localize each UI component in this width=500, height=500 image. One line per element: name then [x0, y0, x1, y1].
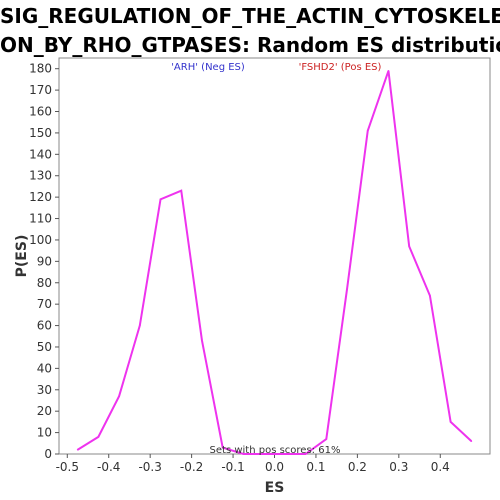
- x-tick-label: 0.0: [265, 460, 284, 474]
- x-tick-label: 0.4: [431, 460, 450, 474]
- y-tick-label: 80: [37, 276, 52, 290]
- series-group: [76, 70, 473, 455]
- data-point: [76, 448, 79, 451]
- x-tick-label: -0.5: [56, 460, 79, 474]
- data-point: [325, 438, 328, 440]
- y-tick-label: 100: [29, 233, 52, 247]
- chart-title: SIG_REGULATION_OF_THE_ACTIN_CYTOSKELET O…: [0, 2, 500, 60]
- neg-es-label: 'ARH' (Neg ES): [171, 62, 245, 73]
- data-point: [201, 339, 203, 342]
- y-tick-label: 10: [37, 426, 52, 440]
- y-tick-label: 40: [37, 361, 52, 375]
- y-tick-label: 70: [37, 297, 52, 311]
- ticks-group: 0 10 20 30 40 50 60 70 80 90 100 110 120 130 140 150 160…: [29, 62, 450, 474]
- y-tick-label: 20: [37, 404, 52, 418]
- plot-frame: [58, 57, 491, 455]
- y-tick-label: 110: [29, 212, 52, 226]
- data-point: [263, 453, 265, 455]
- y-tick-label: 150: [29, 126, 52, 140]
- data-point: [221, 446, 224, 449]
- axes-group: [58, 57, 491, 455]
- data-point: [284, 453, 286, 455]
- data-point: [180, 189, 183, 192]
- data-point: [97, 436, 100, 438]
- data-point: [449, 421, 452, 423]
- x-axis-title: ES: [265, 480, 285, 496]
- y-tick-label: 90: [37, 254, 52, 268]
- x-tick-label: 0.3: [389, 460, 408, 474]
- y-tick-label: 120: [29, 190, 52, 204]
- data-point: [159, 198, 162, 201]
- y-tick-label: 30: [37, 383, 52, 397]
- x-tick-label: -0.1: [221, 460, 244, 474]
- y-tick-label: 180: [29, 62, 52, 76]
- data-point: [470, 440, 473, 442]
- data-point: [429, 294, 431, 297]
- y-tick-label: 60: [37, 319, 52, 333]
- data-point: [408, 245, 410, 248]
- y-tick-label: 50: [37, 340, 52, 354]
- data-point: [366, 129, 369, 132]
- pos-es-label: 'FSHD2' (Pos ES): [299, 62, 382, 73]
- y-tick-label: 130: [29, 169, 52, 183]
- y-tick-label: 0: [44, 447, 52, 461]
- pos-scores-text: Sets with pos scores: 61%: [210, 445, 341, 456]
- x-tick-label: -0.2: [180, 460, 203, 474]
- x-tick-label: -0.4: [97, 460, 120, 474]
- data-point: [139, 324, 141, 327]
- labels-group: ES P(ES) 'ARH' (Neg ES) 'FSHD2' (Pos ES)…: [14, 62, 382, 496]
- y-axis-title: P(ES): [14, 235, 30, 278]
- data-point: [346, 288, 348, 290]
- chart-title-line2: ON_BY_RHO_GTPASES: Random ES distributio…: [0, 33, 500, 57]
- data-point: [304, 453, 307, 455]
- x-tick-label: -0.3: [138, 460, 161, 474]
- series-line-0: [77, 70, 473, 455]
- chart-title-line1: SIG_REGULATION_OF_THE_ACTIN_CYTOSKELET: [0, 4, 500, 28]
- y-tick-label: 170: [29, 83, 52, 97]
- y-tick-label: 140: [29, 147, 52, 161]
- data-point: [387, 70, 390, 72]
- y-tick-label: 160: [29, 105, 52, 119]
- data-point: [118, 395, 120, 398]
- x-tick-label: 0.1: [306, 460, 325, 474]
- data-point: [242, 453, 245, 455]
- x-tick-label: 0.2: [348, 460, 367, 474]
